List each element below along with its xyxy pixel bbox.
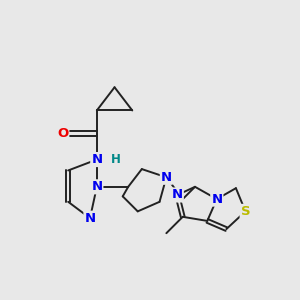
Text: N: N: [91, 153, 102, 166]
Text: H: H: [111, 153, 121, 166]
Text: O: O: [57, 127, 68, 140]
Text: N: N: [172, 188, 183, 202]
Text: S: S: [241, 205, 250, 218]
Text: N: N: [91, 180, 102, 193]
Text: N: N: [84, 212, 96, 225]
Text: N: N: [211, 193, 222, 206]
Text: N: N: [161, 171, 172, 184]
